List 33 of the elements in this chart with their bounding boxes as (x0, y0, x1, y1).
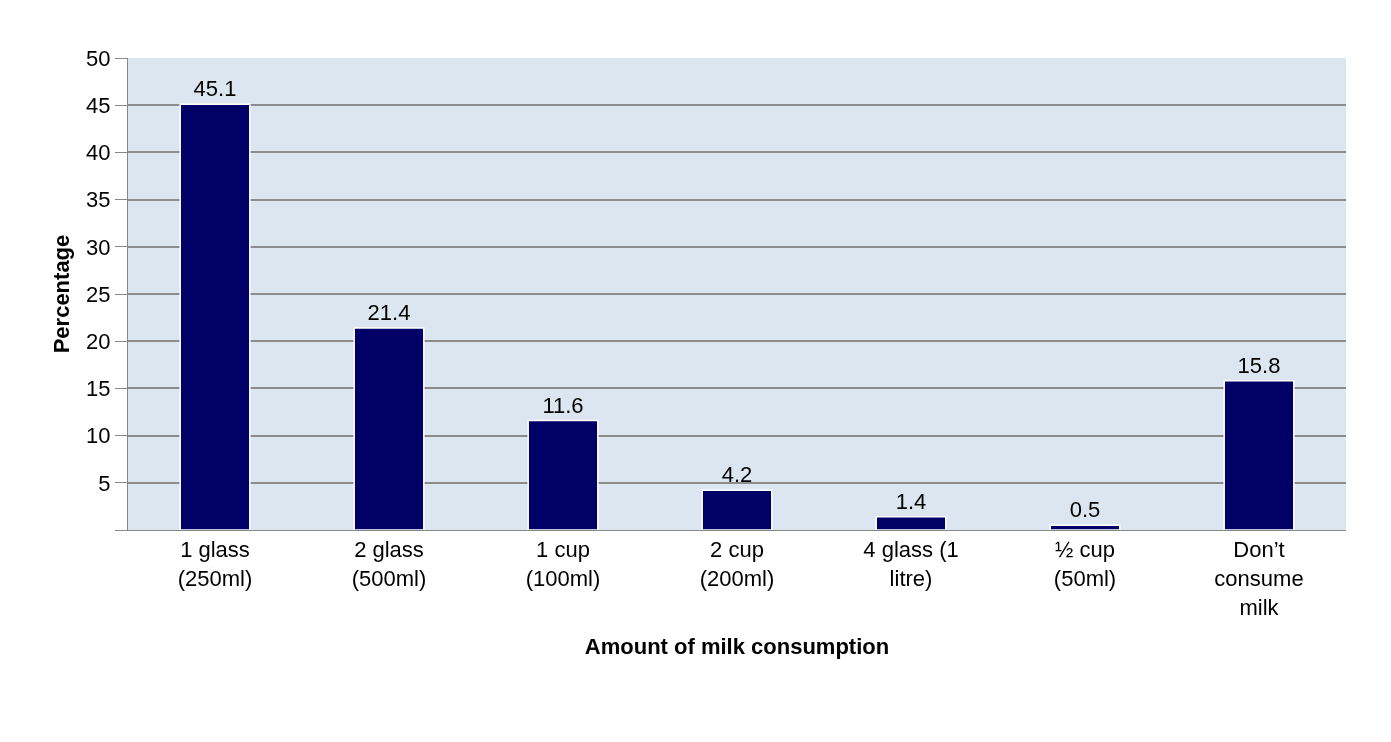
bar (1223, 380, 1295, 530)
x-tick-label: 4 glass (1 litre) (863, 537, 959, 591)
y-tick-label: 10 (86, 423, 111, 449)
bar (527, 419, 599, 530)
y-tick-label: 20 (86, 328, 111, 354)
x-tick-label: ½ cup (50ml) (1053, 537, 1117, 591)
x-tick-label: 1 glass (250ml) (177, 537, 253, 591)
y-tick-label: 50 (86, 45, 111, 71)
data-label: 1.4 (895, 488, 927, 514)
x-tick-label: Don’t consume milk (1214, 537, 1304, 620)
y-tick-label: 5 (98, 470, 111, 496)
x-tick-label: 2 glass (500ml) (351, 537, 427, 591)
y-tick-label: 35 (86, 187, 111, 213)
data-label: 4.2 (721, 462, 753, 488)
y-axis-title: Percentage (48, 234, 74, 354)
y-tick-label: 40 (86, 140, 111, 166)
data-label: 0.5 (1069, 497, 1101, 523)
x-tick-label: 2 cup (200ml) (699, 537, 775, 591)
y-tick-label: 45 (86, 92, 111, 118)
y-tick-label: 30 (86, 234, 111, 260)
bar (875, 516, 947, 530)
bar (179, 103, 251, 530)
bar (701, 489, 773, 530)
bar (353, 327, 425, 530)
bar (1049, 524, 1121, 530)
x-axis-title: Amount of milk consumption (584, 634, 890, 660)
data-label: 11.6 (542, 392, 584, 418)
y-tick-label: 25 (86, 281, 111, 307)
data-label: 45.1 (193, 76, 237, 102)
y-tick-label: 15 (86, 376, 111, 402)
data-label: 15.8 (1237, 352, 1281, 378)
data-label: 21.4 (367, 299, 411, 325)
x-tick-label: 1 cup (100ml) (525, 537, 601, 591)
